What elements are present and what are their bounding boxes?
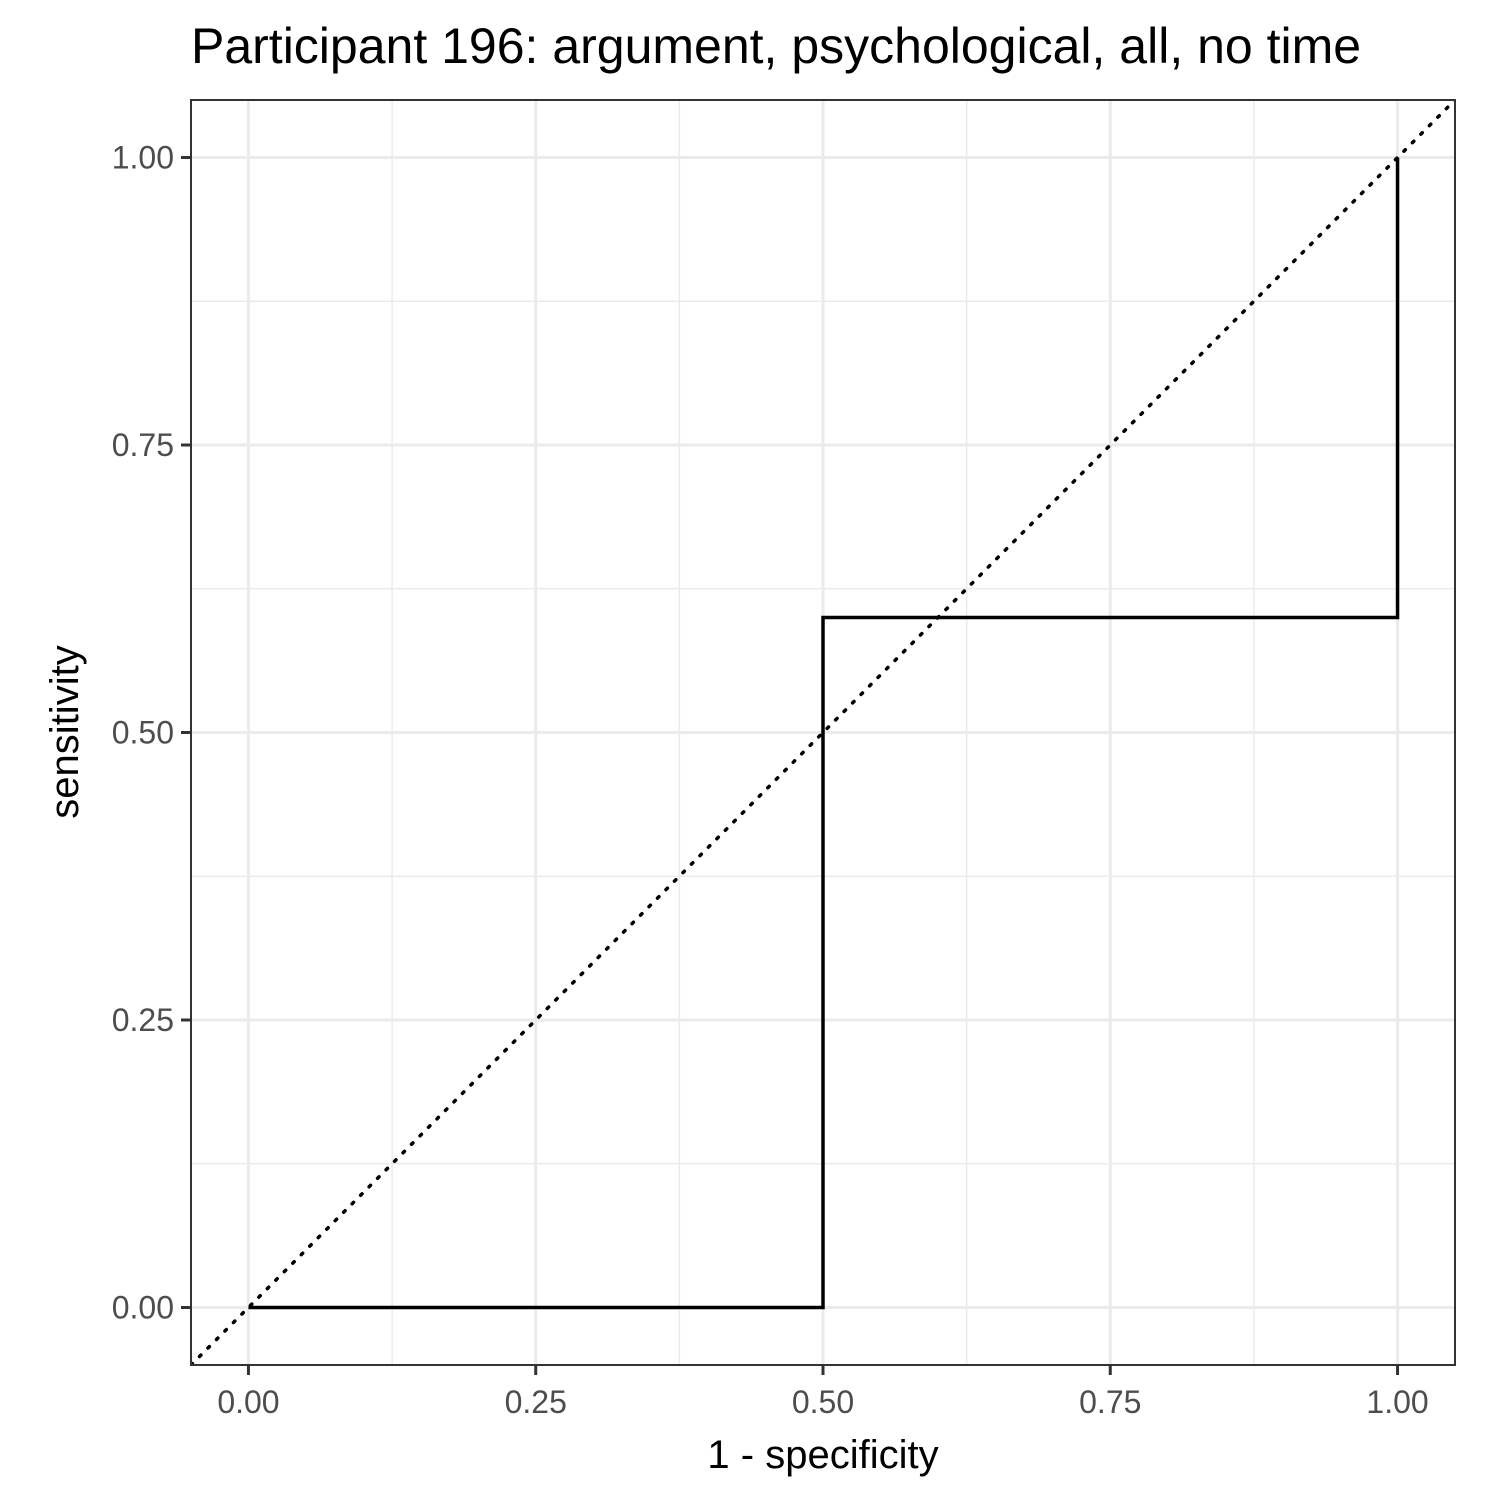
y-axis: 0.00 0.25 0.50 0.75 1.00 — [112, 140, 191, 1326]
y-tick-label: 0.50 — [112, 715, 174, 751]
x-axis-title: 1 - specificity — [707, 1433, 938, 1477]
x-tick-label: 0.25 — [505, 1384, 567, 1420]
y-tick-label: 0.75 — [112, 427, 174, 463]
x-tick-label: 0.50 — [792, 1384, 854, 1420]
x-axis: 0.00 0.25 0.50 0.75 1.00 — [217, 1365, 1429, 1420]
plot-area — [191, 100, 1455, 1365]
x-tick-label: 0.00 — [217, 1384, 279, 1420]
y-tick-label: 0.00 — [112, 1290, 174, 1326]
y-tick-label: 0.25 — [112, 1002, 174, 1038]
y-axis-title: sensitivity — [43, 645, 87, 818]
y-tick-label: 1.00 — [112, 140, 174, 176]
reference-diagonal-line — [191, 100, 1455, 1365]
x-tick-label: 1.00 — [1366, 1384, 1428, 1420]
x-tick-label: 0.75 — [1079, 1384, 1141, 1420]
chart-title: Participant 196: argument, psychological… — [191, 18, 1361, 74]
roc-curve-line — [248, 157, 1400, 1310]
